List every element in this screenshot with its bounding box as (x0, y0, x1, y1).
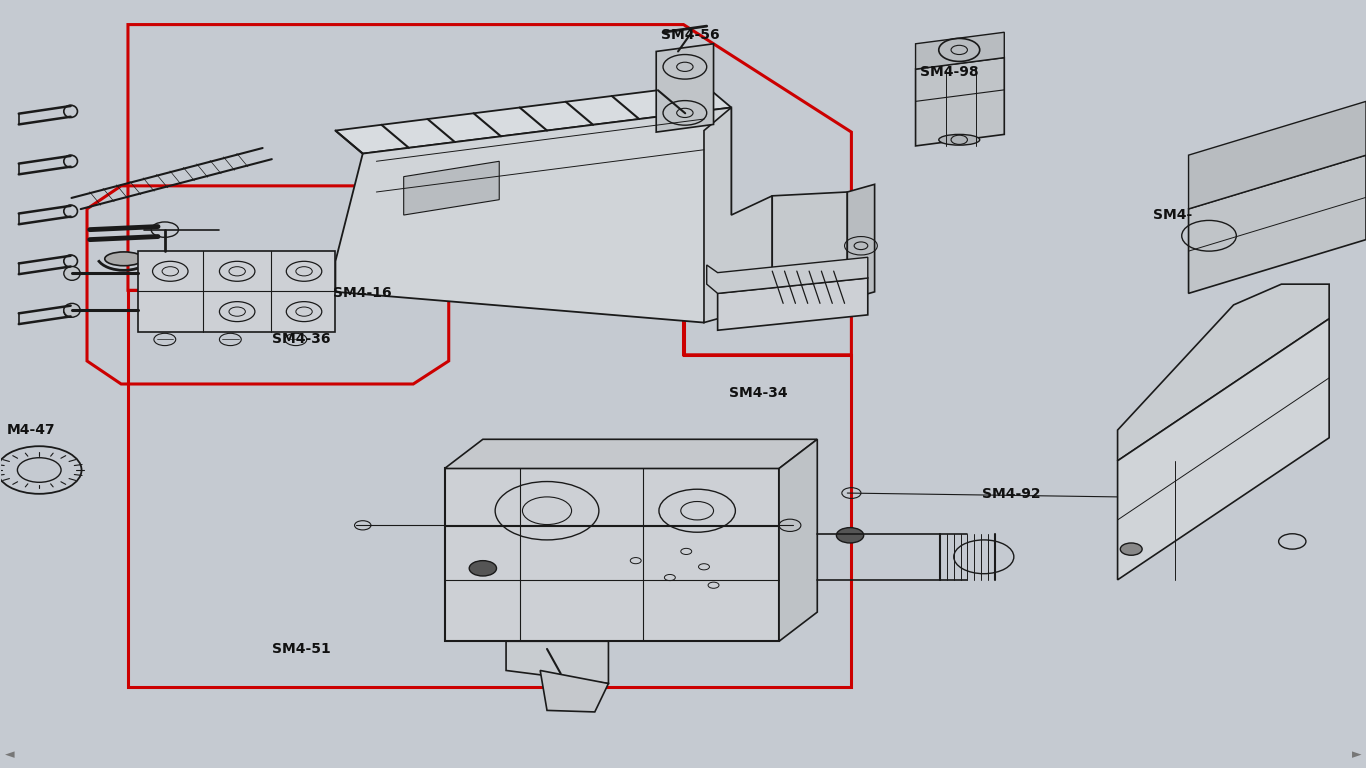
Text: SM4-51: SM4-51 (272, 642, 331, 656)
Text: SM4-16: SM4-16 (333, 286, 392, 300)
Polygon shape (703, 108, 772, 323)
Polygon shape (505, 641, 608, 684)
Text: ◄: ◄ (5, 748, 15, 760)
Polygon shape (445, 439, 817, 468)
Polygon shape (772, 192, 847, 303)
Ellipse shape (64, 266, 81, 280)
Polygon shape (1188, 155, 1366, 293)
Text: SM4-92: SM4-92 (982, 487, 1041, 501)
Text: SM4-36: SM4-36 (272, 333, 331, 346)
Ellipse shape (105, 252, 143, 266)
Ellipse shape (938, 134, 979, 145)
Polygon shape (1117, 284, 1329, 461)
Polygon shape (1117, 319, 1329, 580)
Polygon shape (1188, 101, 1366, 209)
Text: ►: ► (1352, 748, 1362, 760)
Text: SM4-34: SM4-34 (729, 386, 788, 400)
Text: SM4-56: SM4-56 (661, 28, 720, 41)
Polygon shape (336, 108, 731, 323)
Polygon shape (445, 468, 779, 641)
Polygon shape (404, 161, 499, 215)
Text: M4-47: M4-47 (7, 423, 56, 437)
Polygon shape (656, 44, 713, 132)
Text: SM4-: SM4- (1153, 208, 1191, 222)
Circle shape (469, 561, 496, 576)
Polygon shape (540, 670, 608, 712)
Polygon shape (138, 251, 336, 332)
Polygon shape (779, 439, 817, 641)
Polygon shape (717, 278, 867, 330)
Polygon shape (336, 84, 731, 154)
Text: SM4-98: SM4-98 (921, 65, 979, 79)
Circle shape (836, 528, 863, 543)
Polygon shape (915, 32, 1004, 69)
Polygon shape (706, 257, 867, 293)
Polygon shape (915, 58, 1004, 146)
Circle shape (1120, 543, 1142, 555)
Polygon shape (847, 184, 874, 300)
Ellipse shape (64, 303, 81, 317)
